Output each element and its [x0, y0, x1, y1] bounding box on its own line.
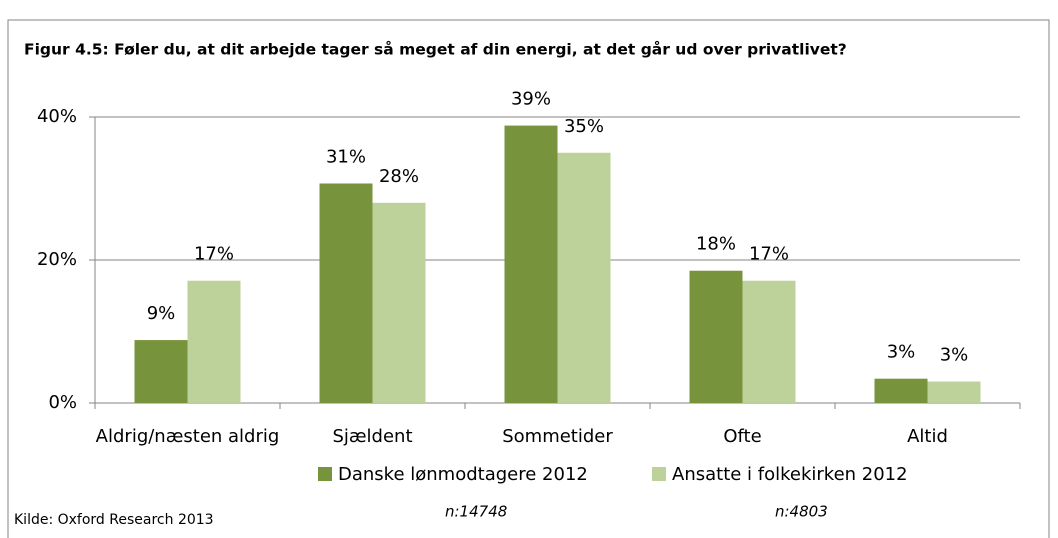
bar — [504, 125, 558, 403]
x-tick-label: Ofte — [723, 426, 762, 447]
bar — [874, 378, 928, 403]
bar — [372, 202, 426, 403]
bar — [689, 270, 743, 403]
bar — [319, 183, 373, 403]
legend-swatch — [318, 467, 332, 481]
data-label: 17% — [194, 244, 234, 265]
bar — [187, 280, 241, 403]
legend-swatch — [652, 467, 666, 481]
x-tick-label: Sommetider — [502, 426, 613, 447]
data-label: 28% — [379, 166, 419, 187]
x-tick-label: Aldrig/næsten aldrig — [95, 426, 280, 447]
chart-title: Figur 4.5: Føler du, at dit arbejde tage… — [24, 40, 847, 59]
data-label: 31% — [326, 146, 366, 167]
y-tick-label: 20% — [37, 249, 77, 270]
legend-label: Ansatte i folkekirken 2012 — [672, 464, 908, 485]
data-label: 17% — [749, 244, 789, 265]
data-label: 3% — [940, 345, 969, 366]
y-tick-label: 40% — [37, 106, 77, 127]
x-tick-label: Sjældent — [332, 426, 413, 447]
bar — [134, 340, 188, 403]
legend-label: Danske lønmodtagere 2012 — [338, 464, 588, 485]
bar — [927, 381, 981, 403]
x-tick-label: Altid — [907, 426, 948, 447]
data-label: 35% — [564, 116, 604, 137]
sample-label: n:4803 — [775, 503, 828, 521]
bar — [557, 152, 611, 403]
data-label: 39% — [511, 89, 551, 110]
y-tick-label: 0% — [48, 392, 77, 413]
data-label: 18% — [696, 234, 736, 255]
data-label: 9% — [147, 303, 176, 324]
bar — [742, 280, 796, 403]
data-label: 3% — [887, 342, 916, 363]
source: Kilde: Oxford Research 2013 — [14, 512, 214, 528]
sample-label: n:14748 — [445, 503, 507, 521]
